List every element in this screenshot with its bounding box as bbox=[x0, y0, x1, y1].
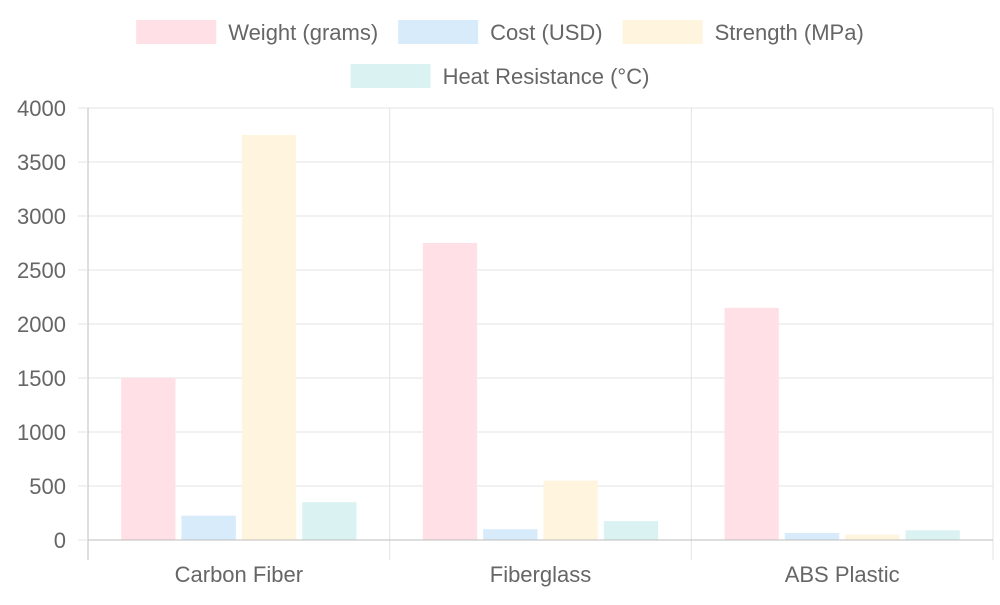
bar[interactable] bbox=[121, 378, 176, 540]
y-tick-label: 3000 bbox=[17, 204, 66, 229]
bar[interactable] bbox=[845, 534, 900, 540]
x-tick-label: Fiberglass bbox=[490, 562, 591, 587]
bars bbox=[121, 135, 960, 540]
y-tick-label: 500 bbox=[29, 474, 66, 499]
legend-label: Strength (MPa) bbox=[715, 20, 864, 45]
bar[interactable] bbox=[724, 307, 779, 540]
legend-item[interactable]: Cost (USD) bbox=[398, 20, 603, 45]
bar[interactable] bbox=[784, 532, 840, 540]
bar[interactable] bbox=[543, 480, 598, 540]
legend-label: Cost (USD) bbox=[490, 20, 602, 45]
bar[interactable] bbox=[483, 529, 538, 540]
bar[interactable] bbox=[241, 135, 297, 540]
legend-swatch bbox=[622, 20, 703, 44]
legend-label: Heat Resistance (°C) bbox=[443, 64, 650, 89]
legend: Weight (grams) Cost (USD) Strength (MPa) He… bbox=[136, 20, 864, 89]
legend-swatch bbox=[136, 20, 217, 44]
legend-item[interactable]: Weight (grams) bbox=[136, 20, 378, 45]
legend-swatch bbox=[350, 64, 431, 88]
bar[interactable] bbox=[603, 521, 659, 540]
y-tick-label: 3500 bbox=[17, 150, 66, 175]
legend-item[interactable]: Heat Resistance (°C) bbox=[350, 64, 650, 89]
grid bbox=[78, 107, 994, 560]
y-tick-label: 1000 bbox=[17, 420, 66, 445]
legend-swatch bbox=[398, 20, 479, 44]
y-tick-label: 2000 bbox=[17, 312, 66, 337]
bar[interactable] bbox=[422, 243, 478, 540]
y-tick-label: 1500 bbox=[17, 366, 66, 391]
x-tick-label: ABS Plastic bbox=[785, 562, 900, 587]
legend-item[interactable]: Strength (MPa) bbox=[622, 20, 864, 45]
x-tick-label: Carbon Fiber bbox=[175, 562, 303, 587]
bar[interactable] bbox=[302, 502, 357, 540]
bar[interactable] bbox=[181, 515, 236, 540]
bar[interactable] bbox=[905, 530, 960, 540]
legend-label: Weight (grams) bbox=[228, 20, 378, 45]
y-tick-label: 0 bbox=[54, 528, 66, 553]
y-tick-label: 2500 bbox=[17, 258, 66, 283]
y-tick-label: 4000 bbox=[17, 96, 66, 121]
axes: 0 500 1000 1500 2000 2500 3000 3500 4000 Carbon F… bbox=[17, 96, 993, 587]
